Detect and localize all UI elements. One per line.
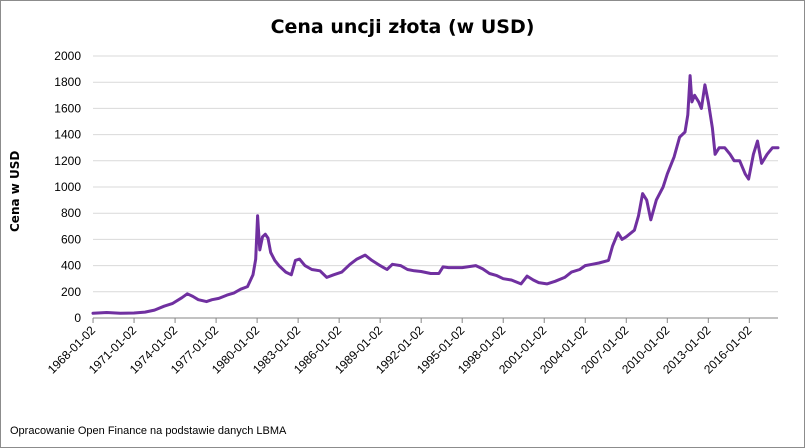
y-tick-label: 600: [61, 232, 81, 246]
gold-price-line: [91, 74, 780, 315]
y-tick-label: 1000: [54, 180, 81, 194]
y-tick-label: 1600: [54, 101, 81, 115]
y-tick-label: 1800: [54, 75, 81, 89]
y-tick-label: 1400: [54, 128, 81, 142]
y-tick-label: 400: [61, 259, 81, 273]
y-tick-label: 1200: [54, 154, 81, 168]
y-tick-label: 0: [74, 311, 81, 325]
source-note: Opracowanie Open Finance na podstawie da…: [10, 425, 287, 437]
y-tick-label: 800: [61, 206, 81, 220]
y-tick-label: 2000: [54, 49, 81, 63]
y-tick-label: 200: [61, 285, 81, 299]
chart-title: Cena uncji złota (w USD): [270, 16, 535, 38]
